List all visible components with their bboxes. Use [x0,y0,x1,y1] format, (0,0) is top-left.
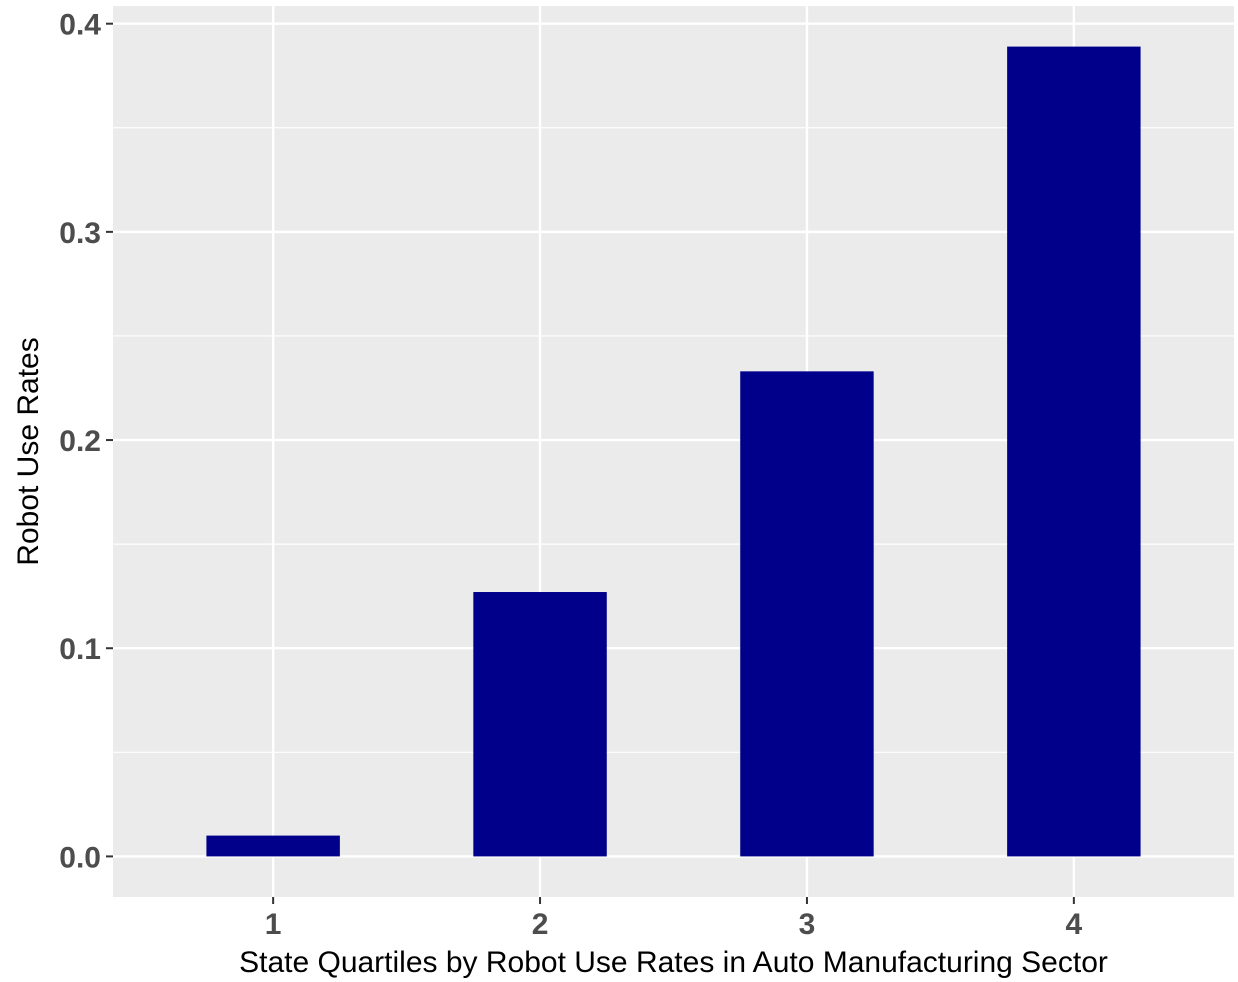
x-axis-ticks: 1 2 3 4 [265,897,1083,941]
y-axis-ticks: 0.0 0.1 0.2 0.3 0.4 [59,9,113,874]
bar-4 [1007,46,1141,857]
x-tick-label: 3 [799,908,816,941]
x-tick-label: 2 [532,908,549,941]
y-tick-label: 0.0 [59,841,101,874]
bar-1 [206,835,340,857]
y-tick-label: 0.4 [59,9,101,42]
bar-2 [473,592,607,857]
y-tick-label: 0.2 [59,425,101,458]
y-tick-label: 0.3 [59,217,101,250]
y-axis-title: Robot Use Rates [12,337,45,565]
bars [206,46,1141,857]
y-tick-label: 0.1 [59,633,101,666]
x-tick-label: 1 [265,908,282,941]
x-axis-title: State Quartiles by Robot Use Rates in Au… [239,946,1108,979]
bar-3 [740,371,874,857]
x-tick-label: 4 [1066,908,1083,941]
